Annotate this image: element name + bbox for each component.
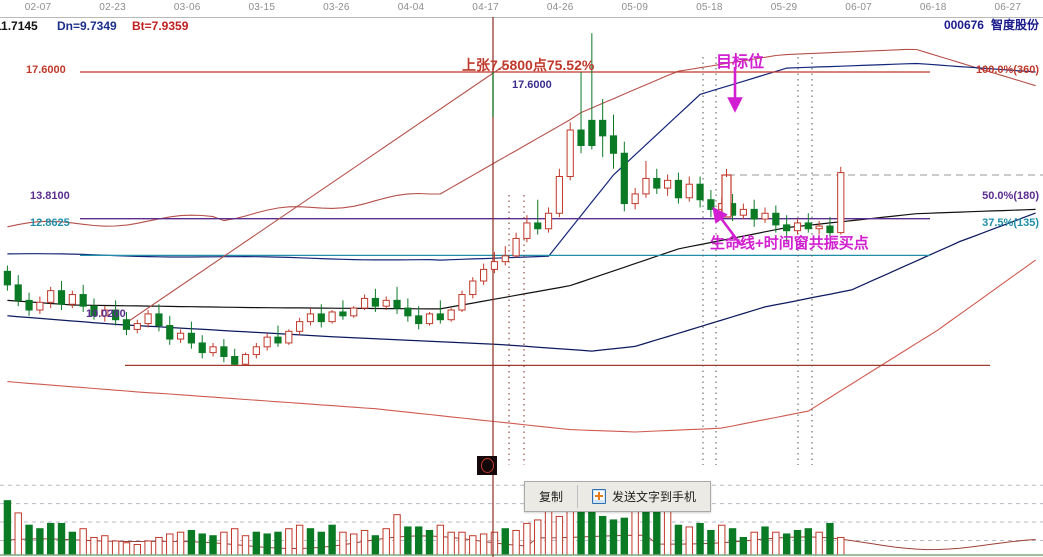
phone-plus-icon [592, 489, 607, 504]
date-tick: 04-26 [546, 2, 574, 13]
price-level-label-17.6: 17.6000 [26, 64, 66, 76]
context-menu[interactable]: 复制 发送文字到手机 [524, 481, 712, 512]
price-level-label-low: 10.0200 [86, 308, 126, 320]
fib-label-50: 50.0%(180) [982, 190, 1039, 202]
date-tick: 06-27 [994, 2, 1022, 13]
fib-label-37.5: 37.5%(135) [982, 217, 1039, 229]
date-tick: 05-29 [770, 2, 798, 13]
date-axis: 02-07 02-23 03-06 03-15 03-26 04-04 04-17 04-26… [0, 0, 1043, 18]
price-level-label-12.8625: 12.8625 [30, 217, 70, 229]
indicator-info-line: =11.7145 Dn=9.7349 Bt=7.9359 [0, 19, 1043, 35]
annotation-rise: 上张7.5800点75.52% [462, 57, 595, 73]
ticker-label: 000676 智度股份 [944, 16, 1039, 33]
indicator-up-value: =11.7145 [0, 19, 38, 33]
indicator-bt-value: Bt=7.9359 [132, 19, 189, 33]
indicator-dn-value: Dn=9.7349 [57, 19, 117, 33]
date-tick: 06-18 [919, 2, 947, 13]
date-tick: 05-09 [621, 2, 649, 13]
date-tick: 03-26 [323, 2, 350, 13]
send-to-phone-label: 发送文字到手机 [612, 490, 697, 504]
annotation-buy-point: 生命线+时间窗共振买点 [710, 235, 869, 252]
send-to-phone-button[interactable]: 发送文字到手机 [578, 482, 710, 511]
date-tick: 04-17 [472, 2, 499, 13]
volume-chart-pane[interactable] [0, 465, 1043, 557]
price-level-label-13.81: 13.8100 [30, 190, 70, 202]
price-chart-svg [3, 17, 1043, 465]
annotation-target-level: 目标位 [716, 54, 765, 71]
date-tick: 03-06 [173, 2, 201, 13]
price-chart-pane[interactable] [0, 17, 1043, 465]
date-tick: 02-07 [24, 2, 52, 13]
ticker-name: 智度股份 [990, 18, 1039, 32]
peak-price-label: 17.6000 [512, 79, 552, 91]
ticker-code: 000676 [943, 18, 984, 32]
cursor-ring-icon [480, 458, 494, 473]
volume-chart-svg [0, 465, 1043, 557]
date-tick: 04-04 [397, 2, 425, 13]
date-tick: 05-18 [696, 2, 723, 13]
cursor-position-marker [477, 456, 497, 475]
fib-label-100: 100.0%(360) [976, 64, 1039, 76]
copy-button[interactable]: 复制 [525, 482, 577, 511]
copy-label: 复制 [539, 490, 564, 504]
date-tick: 03-15 [248, 2, 276, 13]
date-tick: 06-07 [845, 2, 872, 13]
menu-separator [577, 485, 579, 508]
date-tick: 02-23 [99, 2, 126, 13]
